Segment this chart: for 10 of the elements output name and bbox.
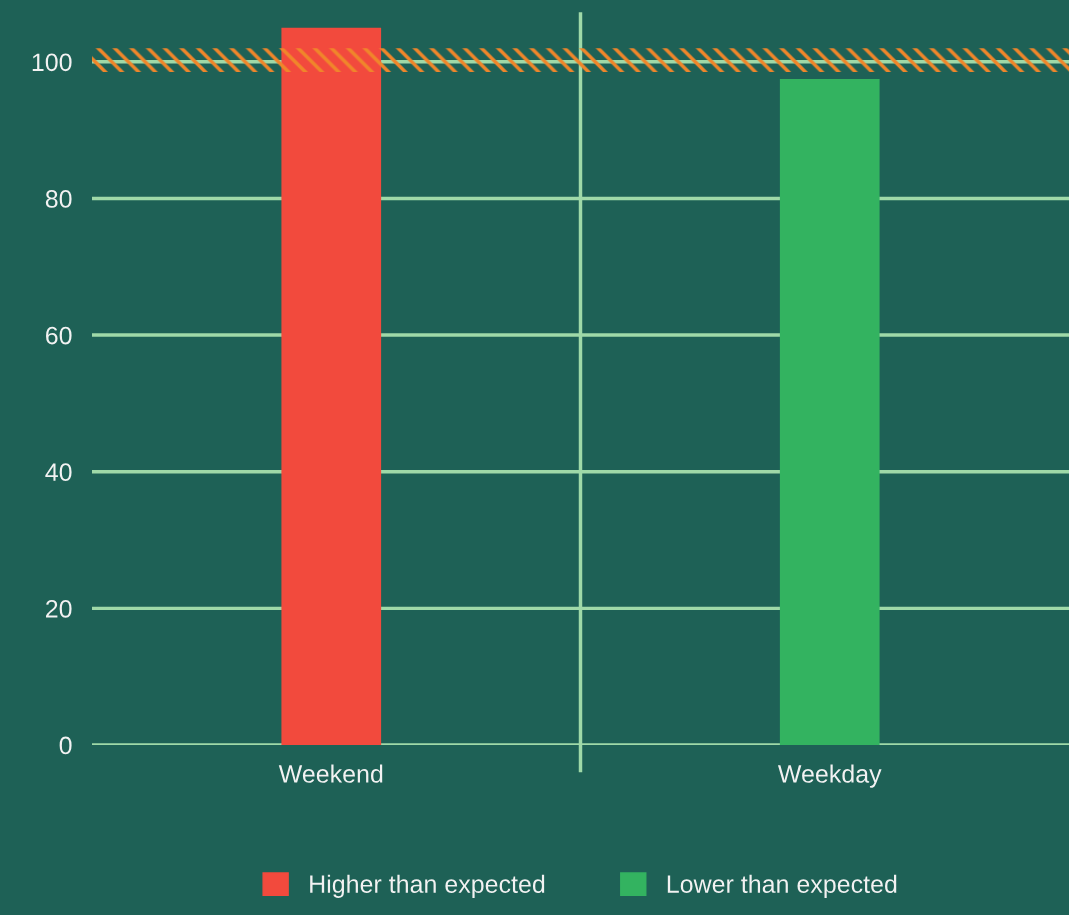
x-tick-label: Weekend <box>278 764 383 783</box>
y-tick-label: 60 <box>46 326 72 345</box>
y-tick-label: 0 <box>59 736 72 755</box>
legend-label: Higher than expected <box>310 874 545 898</box>
y-tick-label: 80 <box>45 190 72 208</box>
x-tick-label: Weekday <box>777 764 882 788</box>
y-tick-label: 20 <box>46 599 72 618</box>
y-tick-label: 40 <box>45 463 72 482</box>
y-tick-label: 100 <box>32 53 72 72</box>
legend-label: Lower than expected <box>667 874 897 898</box>
